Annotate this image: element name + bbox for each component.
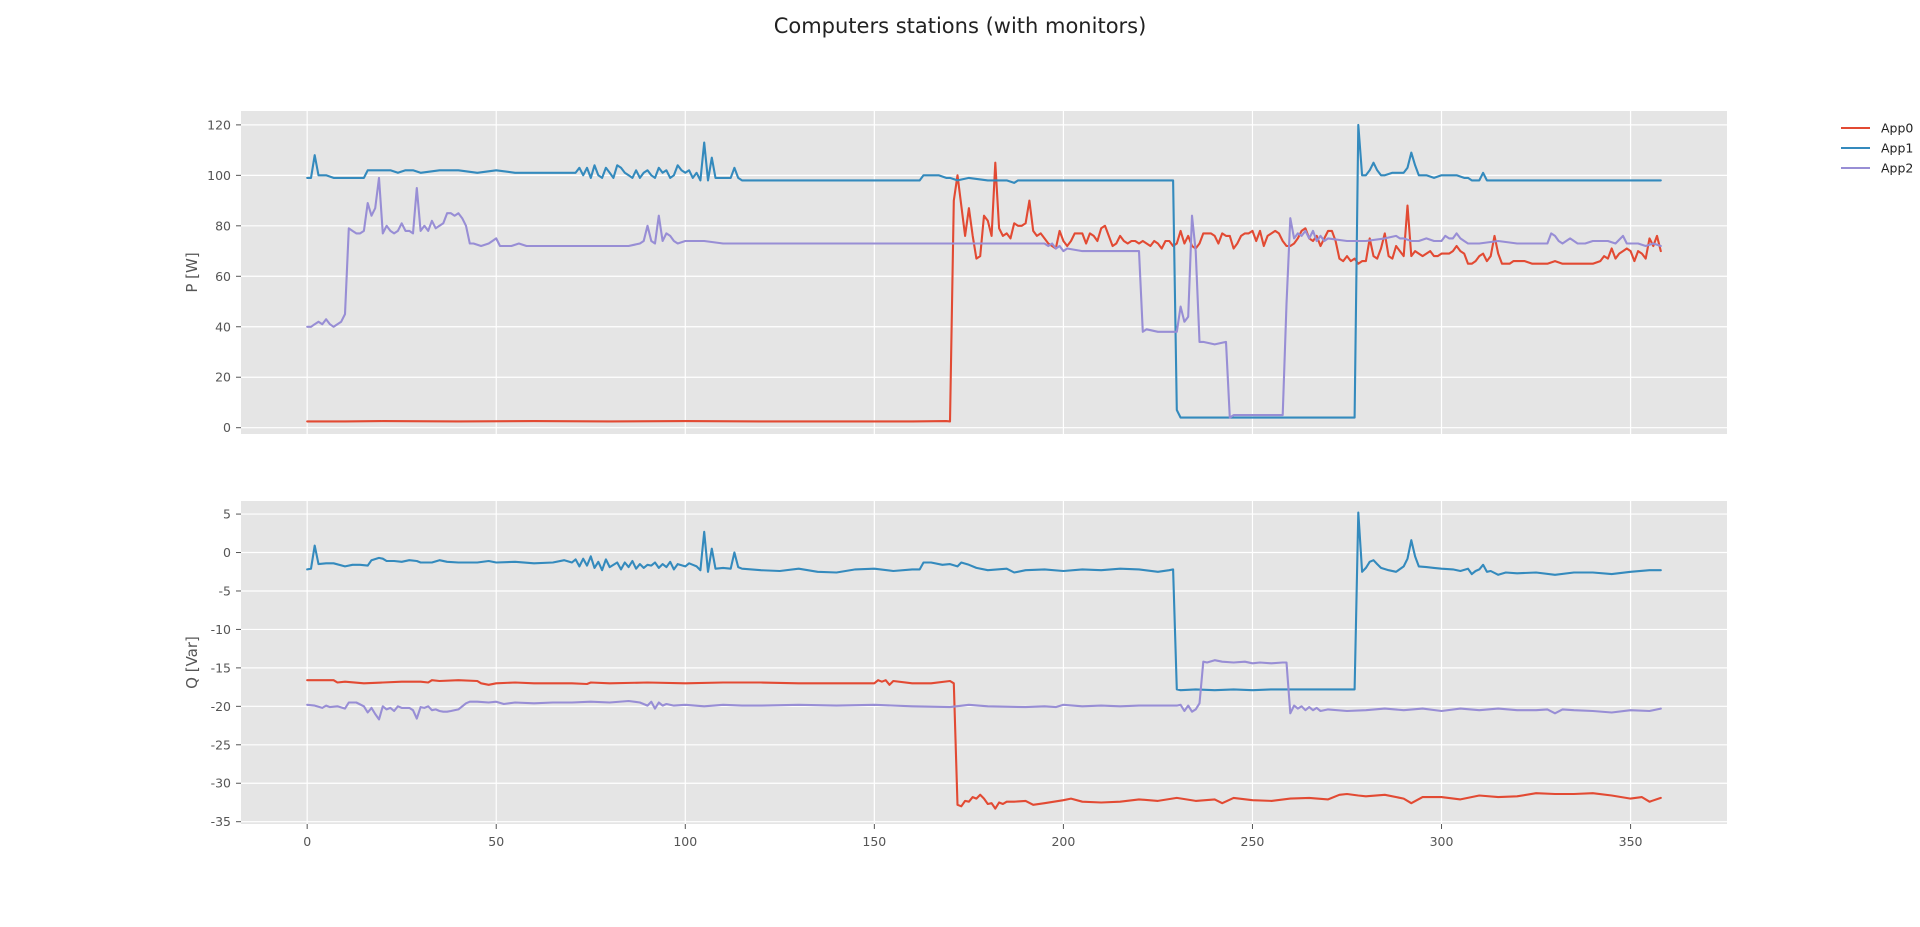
y-tick-label: -30 [211,776,231,791]
y-tick-label: 60 [215,269,231,284]
legend-label-app2: App2 [1881,161,1913,176]
legend: App0 App1 App2 [1841,121,1913,176]
y-tick-label: -25 [211,737,231,752]
series-line-app2 [306,659,1662,721]
y-tick-label: 120 [207,117,231,132]
y-axis-label: Q [Var] [183,636,201,689]
y-tick-label: 20 [215,370,231,385]
y-tick-label: 100 [207,168,231,183]
series-line-app0 [306,161,1662,423]
x-tick-label: 350 [1619,834,1643,849]
y-tick-label: -10 [211,622,231,637]
y-tick-label: -15 [211,660,231,675]
y-tick-label: 0 [223,420,231,435]
y-axis-label: P [W] [183,252,201,292]
series-line-app2 [306,176,1662,419]
y-tick-label: 0 [223,545,231,560]
x-tick-label: 150 [862,834,886,849]
series-line-app0 [306,679,1662,810]
y-tick-label: 5 [223,507,231,522]
series-line-app1 [306,123,1662,419]
plot-area [241,501,1727,824]
y-tick-label: -5 [219,583,231,598]
power-subplot: 0 20 40 60 80 100 120 P [W] [183,111,1727,435]
figure-title: Computers stations (with monitors) [773,14,1147,38]
x-tick-label: 0 [303,834,311,849]
legend-label-app0: App0 [1881,121,1913,136]
reactive-power-subplot: 0 50 100 150 200 250 300 35050-5-10-15-20-25-30… [183,501,1727,849]
x-tick-label: 50 [488,834,504,849]
plot-area [241,111,1727,434]
legend-label-app1: App1 [1881,141,1913,156]
y-tick-label: -20 [211,699,231,714]
x-tick-label: 200 [1051,834,1075,849]
y-tick-label: 80 [215,218,231,233]
x-tick-label: 250 [1241,834,1265,849]
series-line-app1 [306,511,1662,692]
x-tick-label: 300 [1430,834,1454,849]
x-tick-label: 100 [673,834,697,849]
y-tick-label: -35 [211,814,231,829]
y-tick-label: 40 [215,319,231,334]
